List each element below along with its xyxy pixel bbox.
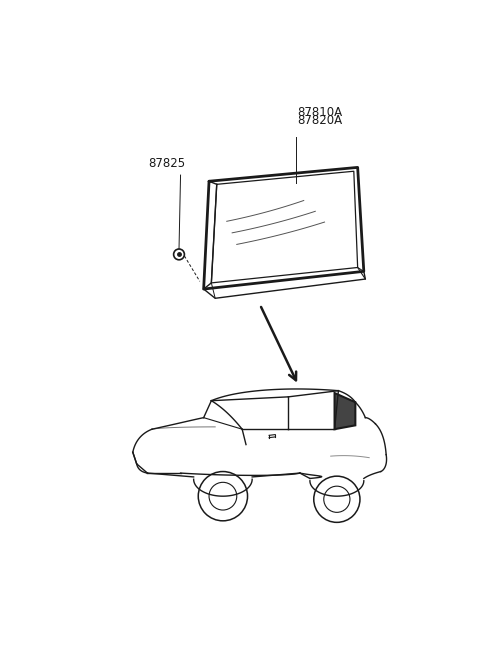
Text: 87810A: 87810A: [298, 106, 343, 119]
Text: 87820A: 87820A: [298, 114, 343, 127]
Polygon shape: [335, 393, 355, 429]
Text: 87825: 87825: [148, 157, 185, 170]
